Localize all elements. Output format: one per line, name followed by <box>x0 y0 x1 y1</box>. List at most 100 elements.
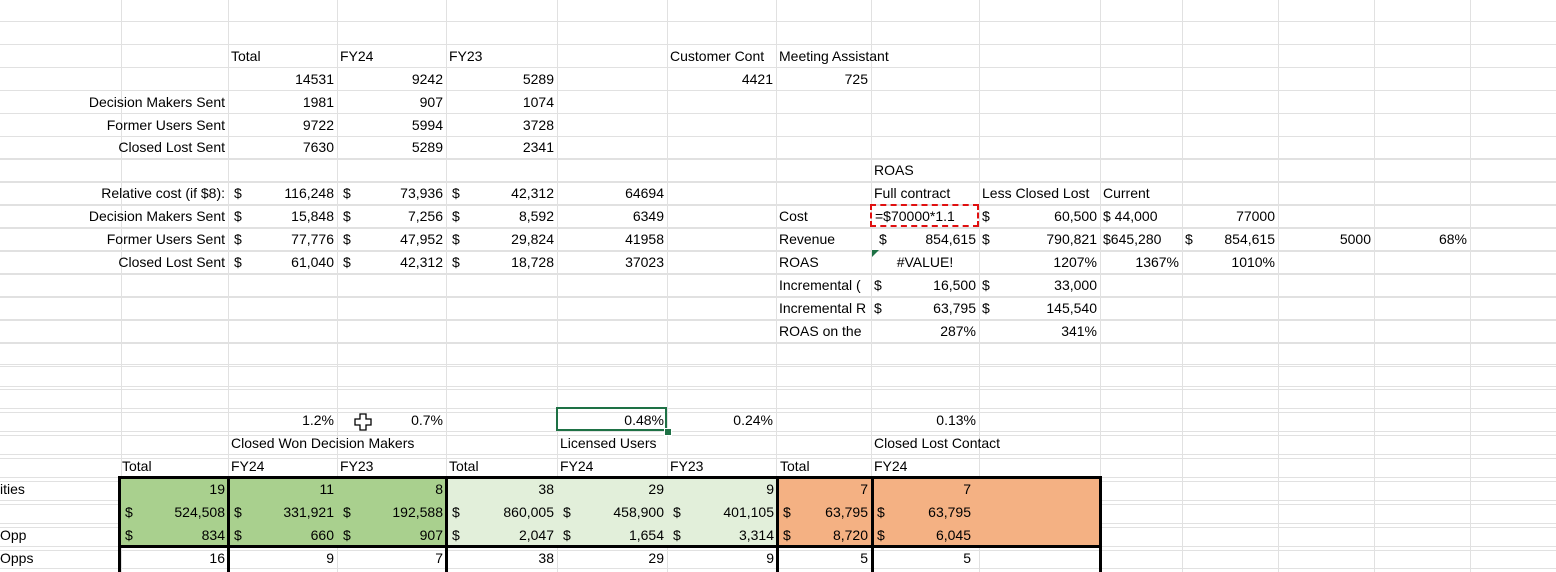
table-cell[interactable]: 192,588 <box>392 504 443 520</box>
table-cell[interactable]: 7 <box>860 481 868 497</box>
roas-cost-current[interactable]: $ 44,000 <box>1103 208 1158 224</box>
count-row-total[interactable]: 7630 <box>302 139 334 155</box>
count-row-fy24[interactable]: 5289 <box>411 139 443 155</box>
table-cell[interactable]: 63,795 <box>825 504 868 520</box>
count-row-fy23[interactable]: 2341 <box>522 139 554 155</box>
roas-inc-rev-label[interactable]: Incremental R <box>779 300 867 316</box>
roas-inc-rev-full[interactable]: 63,795 <box>933 300 976 316</box>
roas-revenue-extra3[interactable]: 68% <box>1438 231 1467 247</box>
header-fy23[interactable]: FY23 <box>449 48 483 64</box>
roas-extra[interactable]: 1010% <box>1231 254 1275 270</box>
table-header[interactable]: FY23 <box>670 458 704 474</box>
header-customer-cont[interactable]: Customer Cont <box>670 48 765 64</box>
table-header[interactable]: FY24 <box>231 458 265 474</box>
table-header[interactable]: Total <box>122 458 152 474</box>
cost-row-fy24[interactable]: 7,256 <box>407 208 443 224</box>
pct-e[interactable]: 0.13% <box>936 412 976 428</box>
table-cell[interactable]: 3,314 <box>738 527 774 543</box>
table-cell[interactable]: 9 <box>766 481 774 497</box>
active-cell-selection[interactable] <box>556 407 667 431</box>
table-cell[interactable]: 16 <box>209 550 225 566</box>
count-meeting-assistant[interactable]: 725 <box>844 71 868 87</box>
roas-revenue-extra2[interactable]: 5000 <box>1339 231 1371 247</box>
cost-row-fy24[interactable]: 47,952 <box>400 231 443 247</box>
count-row-fy24[interactable]: 5994 <box>411 117 443 133</box>
roas-on-less[interactable]: 341% <box>1061 323 1097 339</box>
table-cell[interactable]: 38 <box>538 481 554 497</box>
table-header[interactable]: FY24 <box>874 458 908 474</box>
cost-row-fy24[interactable]: 42,312 <box>400 254 443 270</box>
roas-label[interactable]: ROAS <box>779 254 819 270</box>
table-cell[interactable]: 860,005 <box>503 504 554 520</box>
roas-inc-cost-less[interactable]: 33,000 <box>1054 277 1097 293</box>
cost-row-total[interactable]: 77,776 <box>291 231 334 247</box>
roas-inc-cost-full[interactable]: 16,500 <box>933 277 976 293</box>
header-total[interactable]: Total <box>231 48 261 64</box>
table-header[interactable]: Total <box>449 458 479 474</box>
roas-on-label[interactable]: ROAS on the <box>779 323 862 339</box>
table-cell[interactable]: 5 <box>860 550 868 566</box>
group-cll[interactable]: Closed Lost Contact <box>874 435 1001 451</box>
table-cell[interactable]: 524,508 <box>174 504 225 520</box>
table-cell[interactable]: 834 <box>201 527 225 543</box>
cost-row-fy23[interactable]: 42,312 <box>511 185 554 201</box>
table-cell[interactable]: 7 <box>963 481 971 497</box>
count-fy24[interactable]: 9242 <box>411 71 443 87</box>
table-cell[interactable]: 6,045 <box>935 527 971 543</box>
table-cell[interactable]: 458,900 <box>613 504 664 520</box>
roas-cost-formula[interactable]: =$70000*1.1 <box>875 208 955 224</box>
count-row-fy23[interactable]: 3728 <box>522 117 554 133</box>
fill-handle[interactable] <box>664 428 672 436</box>
cost-row-extra[interactable]: 41958 <box>625 231 664 247</box>
table-row-label[interactable]: Opp <box>0 527 27 543</box>
table-row-label[interactable]: ities <box>0 481 25 497</box>
roas-cost-label[interactable]: Cost <box>779 208 808 224</box>
table-row-label[interactable]: Opps <box>0 550 34 566</box>
table-cell[interactable]: 401,105 <box>723 504 774 520</box>
roas-revenue-current[interactable]: $645,280 <box>1103 231 1162 247</box>
table-cell[interactable]: 63,795 <box>928 504 971 520</box>
cost-row-label[interactable]: Closed Lost Sent <box>118 254 225 270</box>
roas-less[interactable]: 1207% <box>1053 254 1097 270</box>
cost-row-fy23[interactable]: 8,592 <box>518 208 554 224</box>
table-header[interactable]: FY23 <box>340 458 374 474</box>
cost-row-extra[interactable]: 37023 <box>625 254 664 270</box>
pct-b[interactable]: 0.7% <box>411 412 443 428</box>
count-row-total[interactable]: 9722 <box>302 117 334 133</box>
cost-row-extra[interactable]: 6349 <box>632 208 664 224</box>
roas-col-full-contract[interactable]: Full contract <box>874 185 951 201</box>
group-cwdm[interactable]: Closed Won Decision Makers <box>231 435 415 451</box>
pct-c[interactable]: 0.48% <box>624 412 664 428</box>
count-fy23[interactable]: 5289 <box>522 71 554 87</box>
roas-on-full[interactable]: 287% <box>940 323 976 339</box>
table-cell[interactable]: 8 <box>435 481 443 497</box>
roas-current[interactable]: 1367% <box>1135 254 1179 270</box>
count-row-fy23[interactable]: 1074 <box>522 94 554 110</box>
roas-revenue-less[interactable]: 790,821 <box>1046 231 1097 247</box>
cost-row-fy24[interactable]: 73,936 <box>400 185 443 201</box>
cost-row-fy23[interactable]: 18,728 <box>511 254 554 270</box>
roas-inc-cost-label[interactable]: Incremental ( <box>779 277 861 293</box>
table-cell[interactable]: 8,720 <box>832 527 868 543</box>
table-cell[interactable]: 29 <box>648 481 664 497</box>
cost-row-label[interactable]: Relative cost (if $8): <box>101 185 225 201</box>
roas-full-error[interactable]: #VALUE! <box>896 254 954 270</box>
count-row-fy24[interactable]: 907 <box>419 94 443 110</box>
roas-revenue-extra[interactable]: 854,615 <box>1224 231 1275 247</box>
table-cell[interactable]: 38 <box>538 550 554 566</box>
table-cell[interactable]: 5 <box>963 550 971 566</box>
count-row-label[interactable]: Former Users Sent <box>106 117 225 133</box>
count-row-label[interactable]: Closed Lost Sent <box>118 139 225 155</box>
roas-revenue-label[interactable]: Revenue <box>779 231 836 247</box>
table-header[interactable]: Total <box>780 458 810 474</box>
table-cell[interactable]: 660 <box>310 527 334 543</box>
cost-row-label[interactable]: Decision Makers Sent <box>88 208 225 224</box>
table-cell[interactable]: 29 <box>648 550 664 566</box>
roas-inc-rev-less[interactable]: 145,540 <box>1046 300 1097 316</box>
table-cell[interactable]: 2,047 <box>518 527 554 543</box>
table-row-label[interactable] <box>0 501 118 524</box>
count-row-label[interactable]: Decision Makers Sent <box>88 94 225 110</box>
cost-row-label[interactable]: Former Users Sent <box>106 231 225 247</box>
table-cell[interactable]: 907 <box>419 527 443 543</box>
table-cell[interactable]: 7 <box>435 550 443 566</box>
